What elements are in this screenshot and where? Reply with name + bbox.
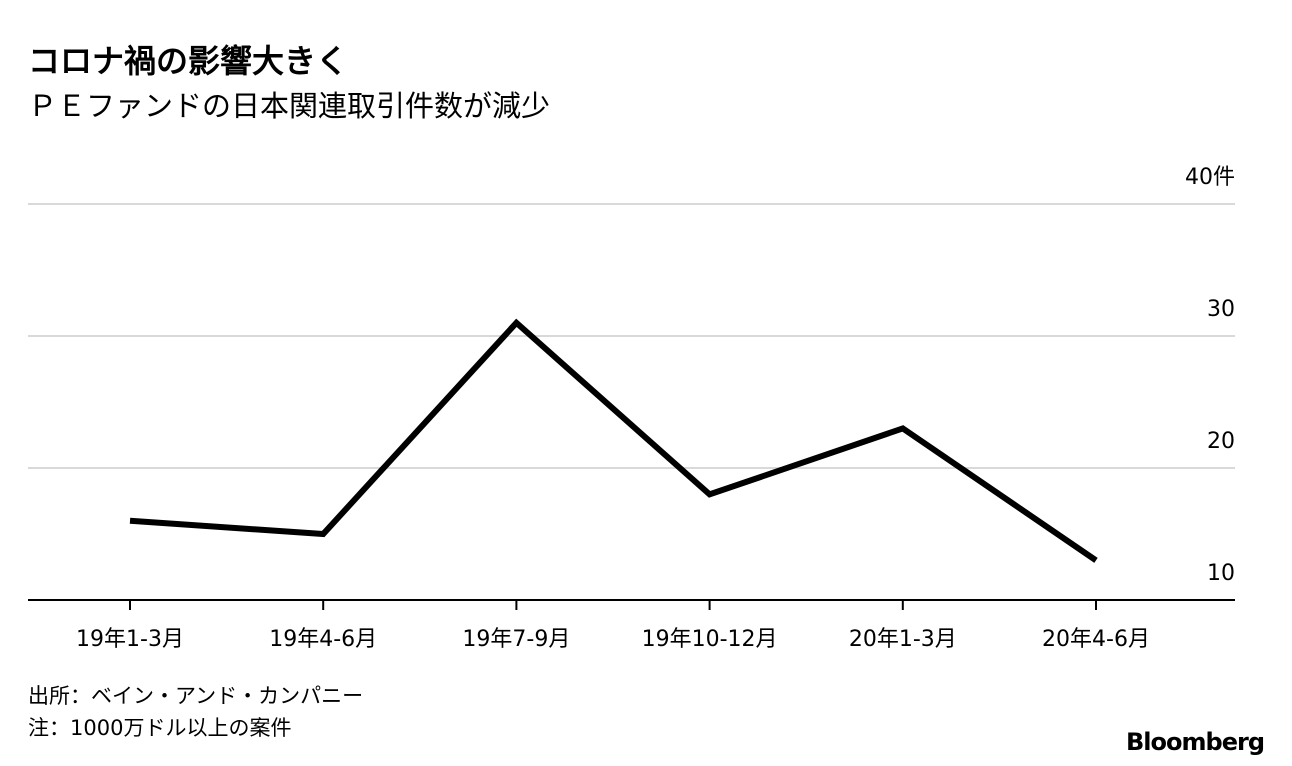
x-tick-label: 20年1-3月 (849, 627, 957, 652)
source: 出所：ベイン・アンド・カンパニー (28, 684, 363, 708)
x-tick-label: 19年1-3月 (76, 627, 184, 652)
y-tick-label: 30 (1207, 297, 1235, 322)
y-tick-label: 40件 (1185, 165, 1235, 190)
x-tick-label: 19年10-12月 (642, 627, 778, 652)
y-tick-label: 10 (1207, 561, 1235, 586)
chart-subtitle: ＰＥファンドの日本関連取引件数が減少 (28, 89, 550, 123)
chart-title: コロナ禍の影響大きく (28, 42, 348, 80)
note: 注：1000万ドル以上の案件 (28, 716, 291, 740)
brand: Bloomberg (1126, 728, 1264, 756)
x-tick-label: 20年4-6月 (1042, 627, 1150, 652)
y-tick-label: 20 (1207, 429, 1235, 454)
x-tick-label: 19年7-9月 (462, 627, 570, 652)
x-tick-label: 19年4-6月 (269, 627, 377, 652)
data-line (129, 318, 1098, 563)
